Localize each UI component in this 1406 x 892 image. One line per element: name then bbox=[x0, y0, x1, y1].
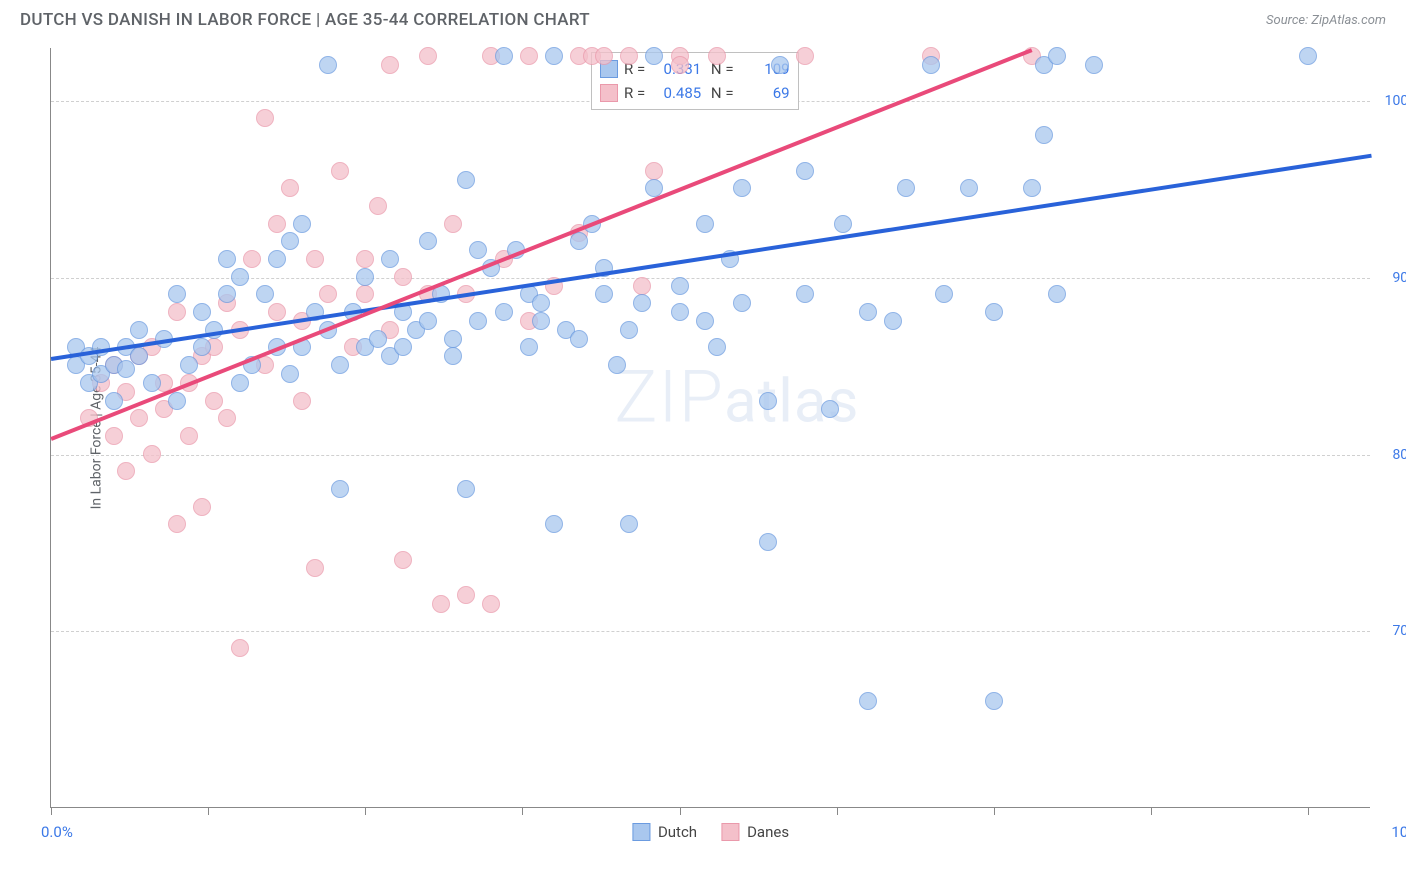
trend-line bbox=[51, 154, 1372, 361]
x-tick bbox=[680, 807, 681, 815]
y-tick-label: 70.0% bbox=[1392, 623, 1406, 639]
x-tick bbox=[365, 807, 366, 815]
x-tick bbox=[1308, 807, 1309, 815]
swatch-dutch bbox=[632, 823, 650, 841]
chart-plot-area: ZIPatlas 70.0%80.0%90.0%100.0% In Labor … bbox=[50, 48, 1370, 808]
y-tick-label: 100.0% bbox=[1385, 93, 1406, 109]
chart-title: DUTCH VS DANISH IN LABOR FORCE | AGE 35-… bbox=[20, 10, 590, 30]
y-tick-label: 80.0% bbox=[1392, 447, 1406, 463]
x-tick bbox=[1151, 807, 1152, 815]
y-tick-label: 90.0% bbox=[1392, 270, 1406, 286]
swatch-danes bbox=[721, 823, 739, 841]
trend-line bbox=[50, 48, 1032, 440]
x-axis-max-label: 100.0% bbox=[1391, 823, 1406, 841]
series-legend: Dutch Danes bbox=[632, 823, 789, 841]
x-tick bbox=[994, 807, 995, 815]
x-tick bbox=[208, 807, 209, 815]
x-tick bbox=[51, 807, 52, 815]
x-axis-min-label: 0.0% bbox=[41, 823, 73, 841]
legend-label-danes: Danes bbox=[747, 823, 789, 841]
x-tick bbox=[522, 807, 523, 815]
legend-label-dutch: Dutch bbox=[658, 823, 697, 841]
source-citation: Source: ZipAtlas.com bbox=[1266, 13, 1386, 28]
legend-item-dutch: Dutch bbox=[632, 823, 697, 841]
legend-item-danes: Danes bbox=[721, 823, 789, 841]
x-tick bbox=[837, 807, 838, 815]
